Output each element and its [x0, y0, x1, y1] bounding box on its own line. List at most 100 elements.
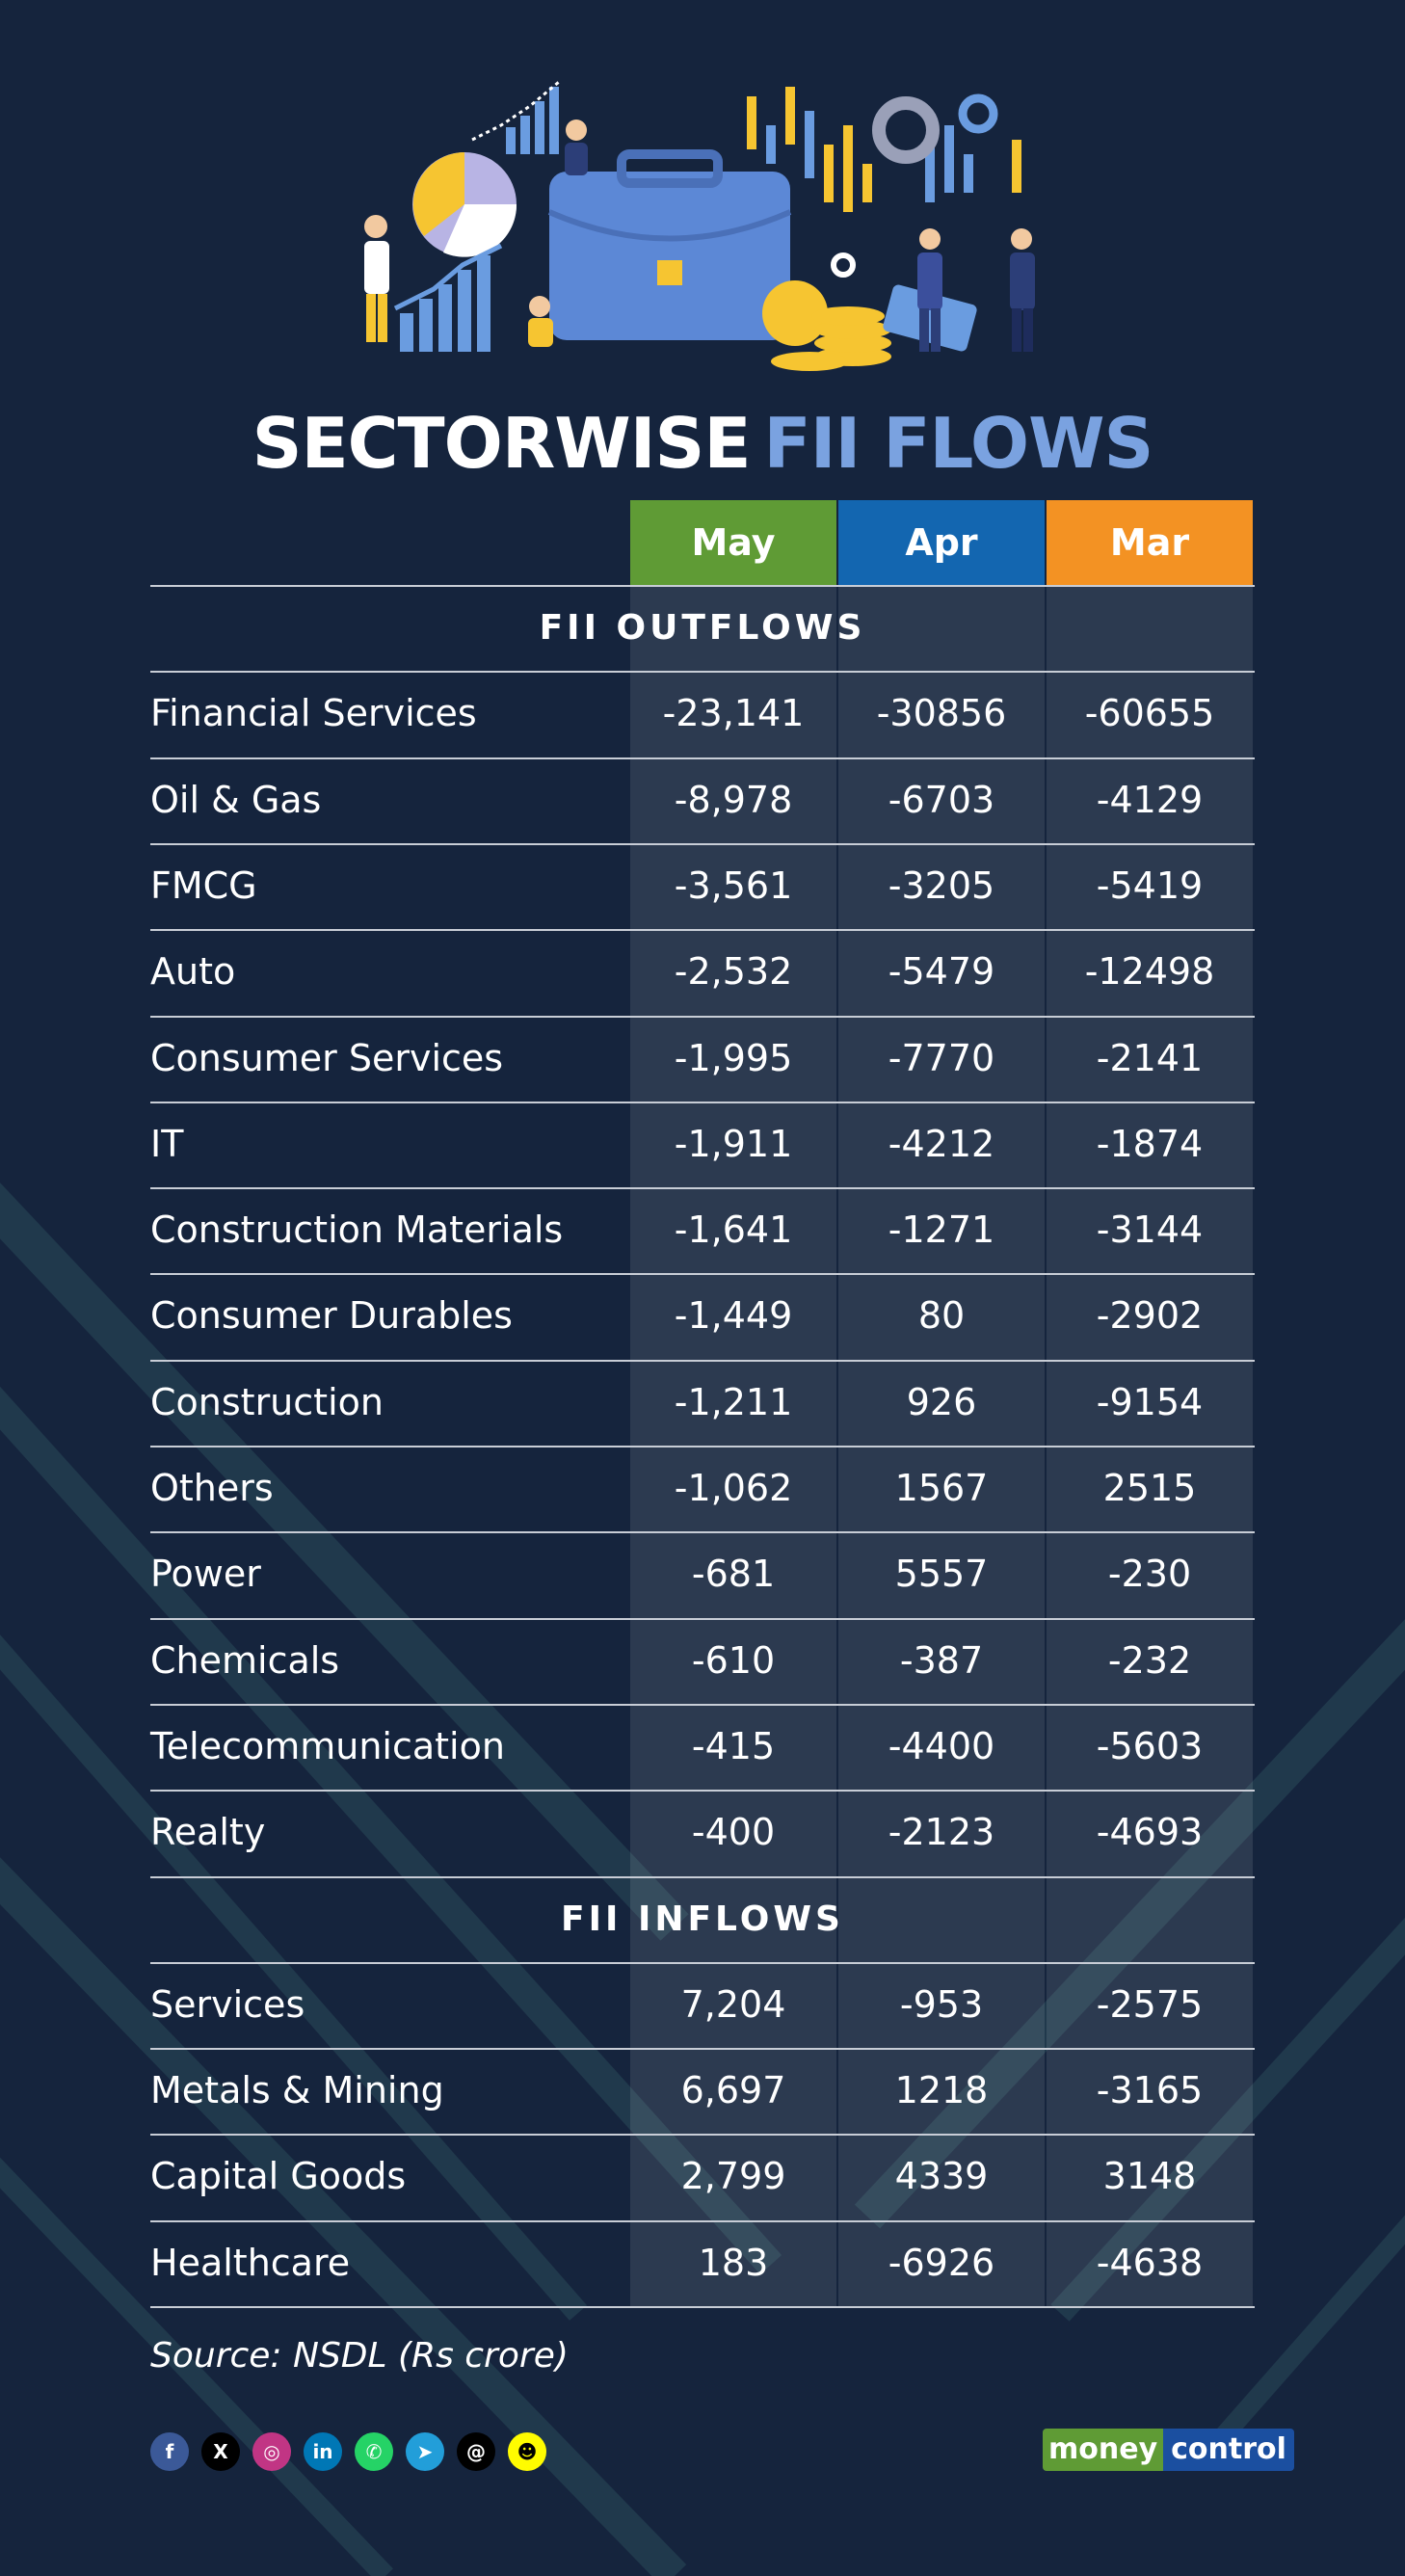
value-may: -1,995 — [674, 1036, 793, 1079]
sector-label: Telecommunication — [150, 1724, 505, 1767]
value-mar: -4129 — [1096, 778, 1204, 821]
value-may: -1,211 — [674, 1380, 793, 1423]
sector-label: Consumer Services — [150, 1036, 504, 1079]
table-row: Financial Services -23,141 -30856 -60655 — [150, 671, 1255, 756]
snapchat-icon[interactable]: ☻ — [508, 2432, 546, 2471]
value-apr: 5557 — [894, 1553, 989, 1596]
table-row: Consumer Durables -1,449 80 -2902 — [150, 1273, 1255, 1358]
threads-icon[interactable]: @ — [457, 2432, 495, 2471]
row-divider — [150, 2048, 1255, 2051]
value-mar: -12498 — [1084, 950, 1215, 994]
sector-label: Metals & Mining — [150, 2069, 444, 2112]
value-mar: 2515 — [1102, 1467, 1197, 1509]
value-apr: -7770 — [888, 1036, 995, 1079]
row-divider — [150, 1187, 1255, 1190]
facebook-icon[interactable]: f — [150, 2432, 189, 2471]
value-mar: -232 — [1107, 1638, 1192, 1682]
value-may: 183 — [698, 2241, 769, 2284]
pie-chart-icon — [412, 152, 517, 257]
sector-label: Others — [150, 1467, 274, 1509]
row-divider — [150, 1015, 1255, 1018]
value-apr: 80 — [917, 1294, 966, 1338]
value-apr: 4339 — [894, 2155, 989, 2198]
sector-label: Healthcare — [150, 2241, 351, 2284]
row-divider — [150, 2219, 1255, 2222]
value-apr: -2123 — [888, 1811, 995, 1854]
value-mar: -3144 — [1096, 1208, 1204, 1252]
row-divider — [150, 2306, 1255, 2308]
value-apr: -3205 — [888, 863, 995, 907]
value-may: -3,561 — [674, 863, 793, 907]
value-apr: -5479 — [888, 950, 995, 994]
row-divider — [150, 1790, 1255, 1793]
coins-icon — [762, 280, 891, 371]
value-may: -1,062 — [674, 1467, 793, 1509]
value-apr: 1218 — [894, 2069, 989, 2112]
x-icon[interactable]: X — [201, 2432, 240, 2471]
column-header-apr: Apr — [838, 500, 1045, 585]
row-divider — [150, 757, 1255, 759]
table-row: Construction Materials -1,641 -1271 -3144 — [150, 1187, 1255, 1272]
sector-label: Realty — [150, 1811, 266, 1854]
telegram-icon[interactable]: ➤ — [406, 2432, 444, 2471]
value-apr: -387 — [899, 1638, 984, 1682]
table-row: Auto -2,532 -5479 -12498 — [150, 929, 1255, 1014]
column-bg-apr — [838, 500, 1045, 2306]
value-mar: -60655 — [1084, 692, 1215, 735]
logo-part-control: control — [1163, 2429, 1294, 2471]
value-apr: 1567 — [894, 1467, 989, 1509]
gear-icon — [831, 93, 998, 278]
table-row: Telecommunication -415 -4400 -5603 — [150, 1704, 1255, 1789]
linkedin-icon[interactable]: in — [304, 2432, 342, 2471]
value-mar: -4693 — [1096, 1811, 1204, 1854]
table-row: Capital Goods 2,799 4339 3148 — [150, 2134, 1255, 2218]
row-divider — [150, 1101, 1255, 1103]
social-icons: f X ◎ in ✆ ➤ @ ☻ — [150, 2432, 546, 2471]
row-divider — [150, 1875, 1255, 1878]
value-mar: -1874 — [1096, 1122, 1204, 1165]
value-may: -610 — [691, 1638, 776, 1682]
bar-growth-icon — [400, 255, 490, 352]
row-divider — [150, 1961, 1255, 1964]
value-apr: -1271 — [888, 1208, 995, 1252]
sector-label: Power — [150, 1553, 261, 1596]
row-divider — [150, 842, 1255, 845]
source-note: Source: NSDL (Rs crore) — [150, 2336, 569, 2376]
table-row: Oil & Gas -8,978 -6703 -4129 — [150, 757, 1255, 842]
sector-label: Capital Goods — [150, 2155, 407, 2198]
table-row: Power -681 5557 -230 — [150, 1531, 1255, 1616]
briefcase-icon — [547, 149, 792, 340]
value-apr: -30856 — [876, 692, 1007, 735]
row-divider — [150, 671, 1255, 674]
table-row: IT -1,911 -4212 -1874 — [150, 1102, 1255, 1186]
column-header-mar: Mar — [1047, 500, 1253, 585]
table-row: Realty -400 -2123 -4693 — [150, 1790, 1255, 1874]
instagram-icon[interactable]: ◎ — [252, 2432, 291, 2471]
column-bg-mar — [1047, 500, 1253, 2306]
value-may: -681 — [691, 1553, 776, 1596]
value-may: -1,449 — [674, 1294, 793, 1338]
value-mar: -3165 — [1096, 2069, 1204, 2112]
column-bg-may — [630, 500, 836, 2306]
title-part-sectorwise: SECTORWISE — [252, 403, 752, 484]
value-apr: -953 — [899, 1982, 984, 2026]
row-divider — [150, 929, 1255, 932]
row-divider — [150, 585, 1255, 587]
value-mar: -9154 — [1096, 1380, 1204, 1423]
value-may: -400 — [691, 1811, 776, 1854]
value-mar: -4638 — [1096, 2241, 1204, 2284]
sector-label: FMCG — [150, 863, 257, 907]
value-apr: -4212 — [888, 1122, 995, 1165]
candlestick-chart-icon — [747, 87, 1021, 212]
value-mar: -5419 — [1096, 863, 1204, 907]
table-row: Healthcare 183 -6926 -4638 — [150, 2220, 1255, 2305]
trend-line-icon — [393, 243, 503, 311]
sector-label: Services — [150, 1982, 305, 2026]
value-apr: -6926 — [888, 2241, 995, 2284]
row-divider — [150, 1617, 1255, 1620]
row-divider — [150, 1446, 1255, 1447]
value-may: -8,978 — [674, 778, 793, 821]
finance-illustration — [364, 80, 1035, 371]
whatsapp-icon[interactable]: ✆ — [355, 2432, 393, 2471]
